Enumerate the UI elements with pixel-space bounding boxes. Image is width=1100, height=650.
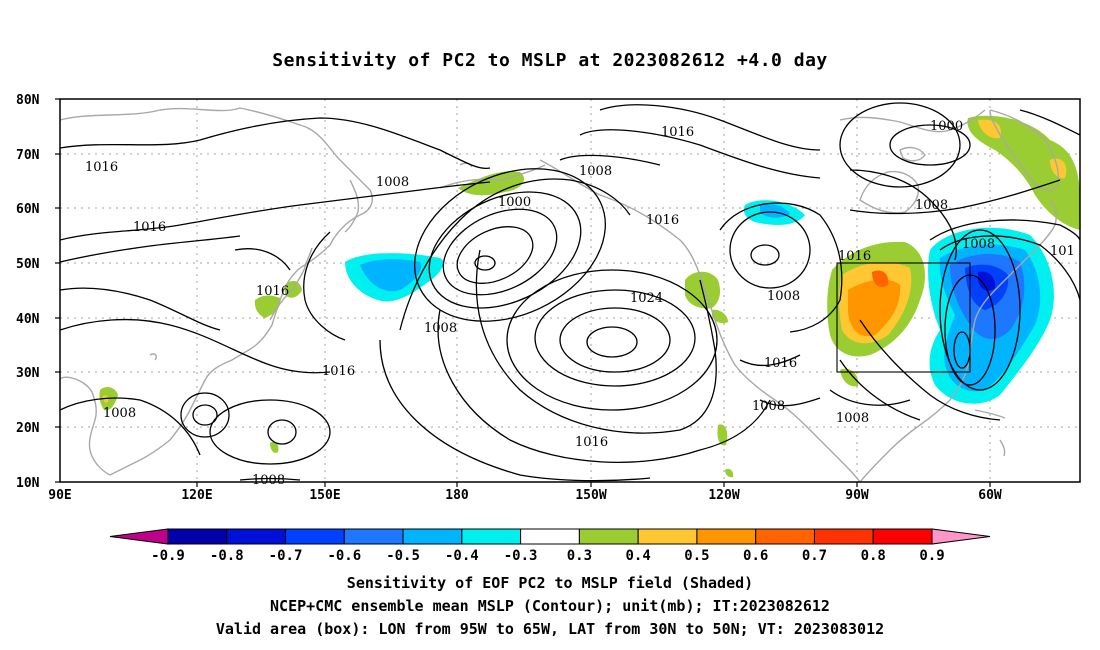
shade-neg-pacific-core xyxy=(360,259,422,292)
colorbar-tick-label: 0.6 xyxy=(743,548,768,564)
colorbar-box xyxy=(578,528,639,545)
colorbar-box xyxy=(226,528,287,545)
longitude-labels: 90E 120E 150E 180 150W 120W 90W 60W xyxy=(48,488,1002,503)
contour-labels: 1016 1008 1016 1016 1008 1000 1008 1016 … xyxy=(85,119,1075,488)
colorbar-tick-label: -0.8 xyxy=(210,548,244,564)
colorbar-box xyxy=(343,528,404,545)
lon-label: 120E xyxy=(181,488,212,503)
lat-label: 70N xyxy=(16,148,40,163)
contour-label: 1008 xyxy=(103,406,136,421)
axis-ticks xyxy=(55,98,991,487)
colorbar-box xyxy=(461,528,522,545)
caption-line-1: Sensitivity of EOF PC2 to MSLP field (Sh… xyxy=(346,574,754,592)
caption-line-3: Valid area (box): LON from 95W to 65W, L… xyxy=(215,620,885,638)
map-title: Sensitivity of PC2 to MSLP at 2023082612… xyxy=(272,50,828,71)
colorbar-tick-label: -0.4 xyxy=(445,548,479,564)
contour-label: 1016 xyxy=(661,125,694,140)
colorbar-box xyxy=(696,528,757,545)
valid-area-box xyxy=(836,262,971,373)
colorbar-tick-label: -0.6 xyxy=(327,548,361,564)
colorbar-tick-label: -0.5 xyxy=(386,548,420,564)
lon-label: 150E xyxy=(309,488,340,503)
colorbar-tick-label: 0.4 xyxy=(626,548,651,564)
map-gridlines xyxy=(60,99,1080,482)
colorbar-box xyxy=(755,528,815,545)
colorbar-tick-label: 0.5 xyxy=(684,548,709,564)
colorbar-box xyxy=(285,528,345,545)
contour-label: 1008 xyxy=(579,164,612,179)
contour-label: 1016 xyxy=(575,435,608,450)
contour-label: 1008 xyxy=(915,198,948,213)
contour-label: 1016 xyxy=(838,249,871,264)
colorbar-box xyxy=(402,528,463,545)
contour-label: 1008 xyxy=(962,237,995,252)
sensitivity-shading xyxy=(99,115,1080,478)
contour-label: 1016 xyxy=(322,364,355,379)
lon-label: 60W xyxy=(978,488,1002,503)
caption-line-2: NCEP+CMC ensemble mean MSLP (Contour); u… xyxy=(270,597,830,615)
colorbar-tick-label: 0.8 xyxy=(861,548,886,564)
colorbar-box xyxy=(813,528,874,545)
lon-label: 120W xyxy=(708,488,739,503)
contour-label: 1008 xyxy=(767,289,800,304)
colorbar-tick-label: -0.3 xyxy=(504,548,538,564)
contour-label: 1016 xyxy=(646,213,679,228)
lat-label: 60N xyxy=(16,202,40,217)
contour-label: 1000 xyxy=(498,195,531,210)
colorbar-tick-label: 0.3 xyxy=(567,548,592,564)
lat-label: 30N xyxy=(16,366,40,381)
contour-label: 1016 xyxy=(133,220,166,235)
mslp-contours xyxy=(59,102,1081,482)
contour-label: 1000 xyxy=(930,119,963,134)
contour-label: 1008 xyxy=(424,321,457,336)
colorbar-arrow-left xyxy=(109,528,169,545)
colorbar-box xyxy=(872,528,933,545)
colorbar-boxes xyxy=(109,528,991,545)
lon-label: 90W xyxy=(845,488,869,503)
colorbar-box xyxy=(520,528,580,545)
lat-label: 40N xyxy=(16,312,40,327)
shade-pos-aleutian xyxy=(458,171,525,196)
contour-label: 1008 xyxy=(376,175,409,190)
contour-label: 101 xyxy=(1050,244,1075,259)
contour-label: 1016 xyxy=(85,160,118,175)
contour-label: 1008 xyxy=(836,411,869,426)
coastlines xyxy=(59,107,1060,483)
lon-label: 150W xyxy=(575,488,606,503)
colorbar-tick-label: 0.7 xyxy=(802,548,827,564)
colorbar-arrow-right xyxy=(931,528,991,545)
contour-label: 1008 xyxy=(752,399,785,414)
colorbar-tick-label: -0.7 xyxy=(269,548,303,564)
colorbar-tick-label: 0.9 xyxy=(919,548,944,564)
lon-label: 180 xyxy=(445,488,469,503)
colorbar-box xyxy=(637,528,698,545)
contour-label: 1008 xyxy=(252,473,285,488)
contour-label: 1024 xyxy=(630,291,663,306)
latitude-labels: 80N 70N 60N 50N 40N 30N 20N 10N xyxy=(16,93,40,491)
colorbar-tick-label: -0.9 xyxy=(151,548,185,564)
contour-label: 1016 xyxy=(256,284,289,299)
lat-label: 80N xyxy=(16,93,40,108)
lat-label: 10N xyxy=(16,476,40,491)
colorbar-box xyxy=(167,528,228,545)
lon-label: 90E xyxy=(48,488,71,503)
map-frame xyxy=(59,98,1081,483)
lat-label: 50N xyxy=(16,257,40,272)
contour-label: 1016 xyxy=(764,356,797,371)
colorbar-ticks: -0.9 -0.8 -0.7 -0.6 -0.5 -0.4 -0.3 0.3 0.4 0.5 0.6… xyxy=(151,548,945,564)
lat-label: 20N xyxy=(16,421,40,436)
colorbar: -0.9 -0.8 -0.7 -0.6 -0.5 -0.4 -0.3 0.3 0.4 0.5 0.6… xyxy=(109,528,991,564)
